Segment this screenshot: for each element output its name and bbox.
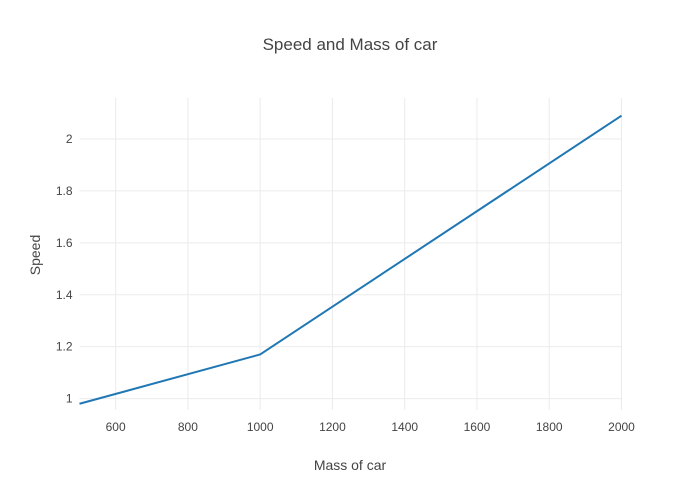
y-tick-label: 1.4	[56, 288, 73, 302]
speed-vs-mass-line	[79, 114, 623, 405]
x-tick-label: 2000	[608, 420, 635, 434]
x-tick-label: 1800	[536, 420, 563, 434]
x-tick-label: 600	[106, 420, 126, 434]
x-tick-label: 1600	[464, 420, 491, 434]
plot-area[interactable]	[80, 98, 622, 410]
y-axis-title: Speed	[27, 234, 43, 276]
y-tick-label: 1	[66, 392, 73, 406]
y-tick-label: 1.2	[56, 340, 73, 354]
x-tick-label: 1000	[247, 420, 274, 434]
x-tick-label: 1400	[391, 420, 418, 434]
y-tick-label: 1.8	[56, 184, 73, 198]
x-axis-title: Mass of car	[313, 457, 387, 473]
x-tick-label: 800	[178, 420, 198, 434]
y-tick-label: 2	[66, 132, 73, 146]
y-tick-label: 1.6	[56, 236, 73, 250]
chart-title: Speed and Mass of car	[262, 35, 438, 54]
x-tick-label: 1200	[319, 420, 346, 434]
